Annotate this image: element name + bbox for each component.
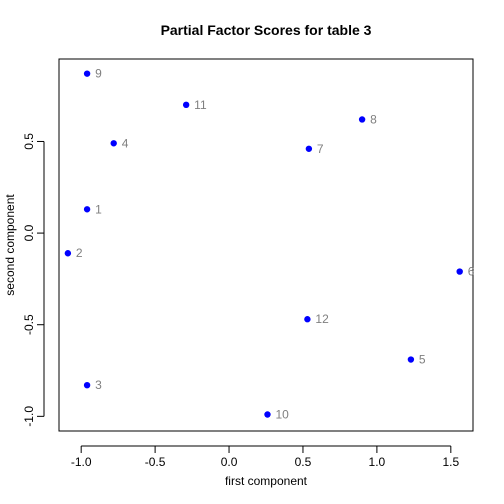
data-point [64, 250, 72, 257]
point-label: 12 [315, 312, 329, 326]
y-axis-label: second component [3, 194, 17, 296]
point-label: 8 [370, 112, 377, 126]
data-point [83, 70, 91, 77]
y-tick-label: 0.0 [22, 224, 36, 241]
x-tick-label: 1.0 [369, 455, 386, 469]
data-point [83, 206, 91, 213]
data-point [110, 140, 117, 147]
data-point [456, 268, 463, 275]
data-point [305, 145, 313, 152]
x-tick-label: 0.0 [221, 455, 238, 469]
y-tick-label: -1.0 [22, 406, 36, 427]
plot-frame [58, 58, 474, 432]
data-point [407, 356, 415, 363]
point-label: 1 [95, 202, 102, 216]
x-axis-label: first component [225, 474, 308, 488]
y-axis: -1.0 -0.5 0.0 0.5 [22, 133, 45, 427]
y-tick-label: -0.5 [22, 314, 36, 335]
x-tick-label: 1.5 [442, 455, 459, 469]
data-point [358, 116, 366, 123]
x-tick-label: -0.5 [145, 455, 166, 469]
data-point [264, 411, 271, 418]
data-point [304, 316, 311, 323]
point-label: 7 [317, 142, 324, 156]
point-label: 3 [95, 378, 102, 392]
point-label: 11 [194, 98, 207, 112]
point-label: 6 [468, 265, 475, 279]
point-label: 10 [275, 408, 289, 422]
x-tick-label: 0.5 [295, 455, 312, 469]
point-label: 4 [122, 136, 129, 150]
data-point [83, 381, 91, 389]
point-label: 9 [95, 67, 102, 81]
chart-title: Partial Factor Scores for table 3 [161, 22, 372, 38]
y-tick-label: 0.5 [22, 133, 36, 150]
data-point [182, 101, 190, 109]
point-label: 2 [76, 246, 83, 260]
point-label: 5 [419, 353, 426, 367]
x-tick-label: -1.0 [71, 455, 92, 469]
x-axis: -1.0 -0.5 0.0 0.5 1.0 1.5 [71, 445, 459, 469]
